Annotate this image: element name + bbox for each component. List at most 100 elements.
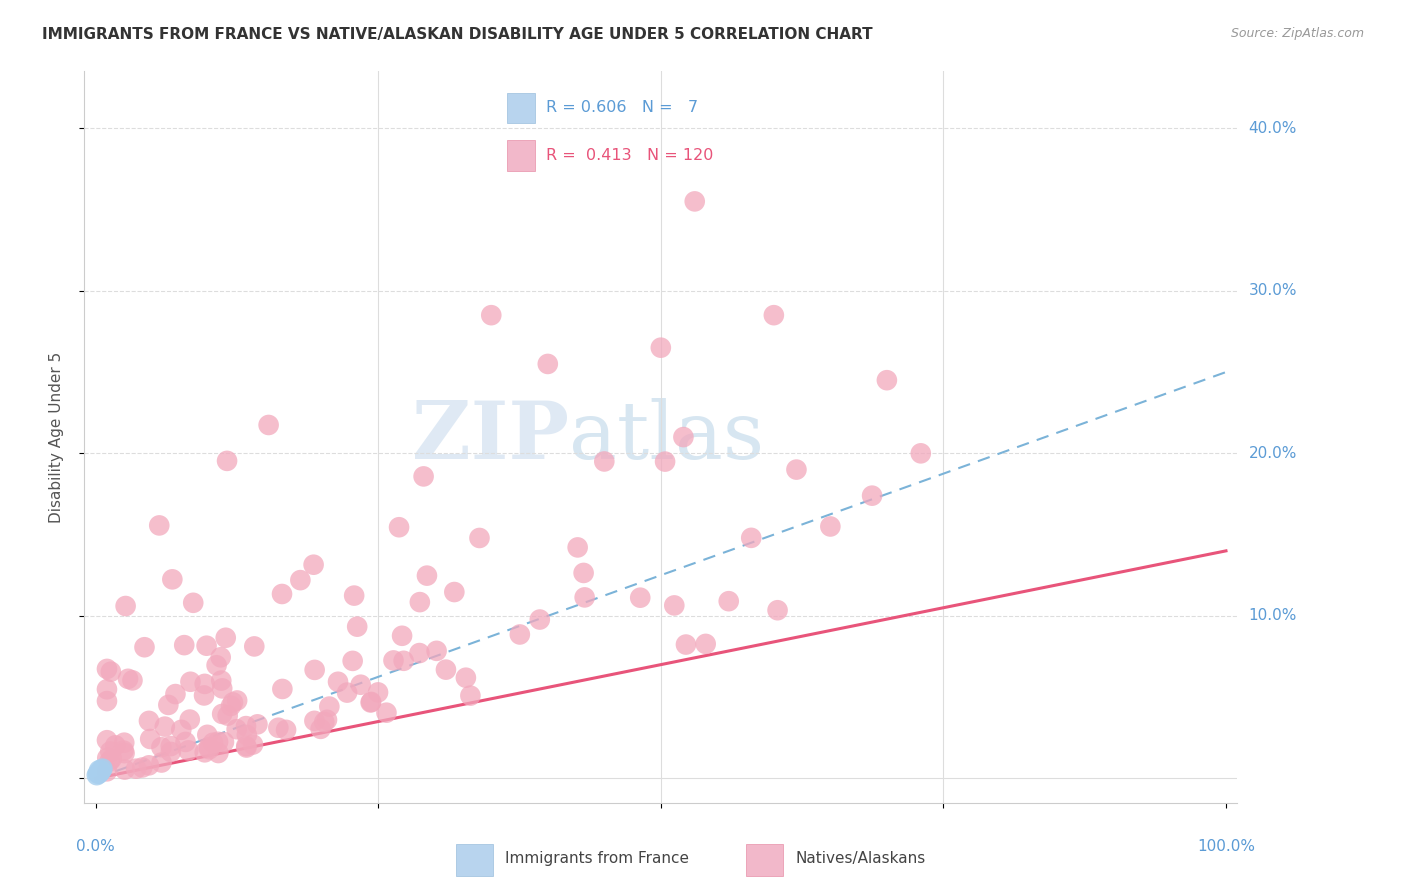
Point [460, 689, 482, 703]
Point [762, 308, 785, 322]
Point [207, 746, 229, 760]
Point [416, 568, 439, 582]
Text: atlas: atlas [568, 398, 763, 476]
Point [117, 672, 139, 686]
Point [509, 627, 531, 641]
Point [342, 654, 364, 668]
Point [267, 721, 290, 735]
Point [173, 638, 195, 652]
Point [391, 629, 413, 643]
Point [672, 430, 695, 444]
Point [198, 742, 221, 756]
Point [114, 746, 136, 760]
Point [412, 469, 434, 483]
Point [89, 764, 111, 779]
Text: 30.0%: 30.0% [1249, 284, 1296, 298]
Point [271, 587, 294, 601]
Point [346, 620, 368, 634]
Bar [508, 93, 534, 123]
Point [215, 454, 238, 468]
Point [205, 658, 228, 673]
Point [217, 708, 239, 723]
Point [382, 653, 405, 667]
Point [112, 736, 135, 750]
Point [664, 599, 686, 613]
Point [304, 663, 326, 677]
Point [628, 591, 651, 605]
Point [290, 573, 312, 587]
Point [96, 682, 118, 697]
Point [225, 722, 247, 736]
Text: 40.0%: 40.0% [1249, 120, 1296, 136]
Text: ZIP: ZIP [412, 398, 568, 476]
Text: 20.0%: 20.0% [1249, 446, 1296, 461]
Point [87, 766, 110, 780]
Point [179, 713, 201, 727]
Point [96, 751, 118, 765]
Point [336, 685, 359, 699]
Point [195, 639, 218, 653]
Point [114, 599, 136, 613]
Point [717, 594, 740, 608]
Bar [747, 844, 783, 876]
Point [235, 719, 257, 733]
Bar [508, 140, 534, 170]
Text: R = 0.606   N =   7: R = 0.606 N = 7 [546, 101, 697, 115]
Point [650, 341, 672, 355]
Point [574, 591, 596, 605]
Point [375, 706, 398, 720]
Point [226, 693, 249, 707]
Point [194, 745, 217, 759]
Point [101, 752, 124, 766]
Point [360, 695, 382, 709]
Point [314, 714, 336, 729]
Point [309, 722, 332, 736]
Point [343, 589, 366, 603]
Point [96, 764, 118, 779]
Point [165, 687, 187, 701]
Point [212, 735, 235, 749]
Point [157, 698, 180, 712]
Point [243, 640, 266, 654]
Point [177, 743, 200, 757]
Point [153, 720, 176, 734]
Point [174, 735, 197, 749]
Point [131, 760, 153, 774]
Point [479, 308, 502, 322]
Point [194, 677, 217, 691]
Text: R =  0.413   N = 120: R = 0.413 N = 120 [546, 148, 713, 162]
Point [138, 714, 160, 728]
Point [785, 462, 807, 476]
Point [257, 417, 280, 432]
Point [350, 678, 373, 692]
Point [408, 646, 430, 660]
Point [162, 572, 184, 586]
Point [443, 585, 465, 599]
Point [125, 762, 148, 776]
Point [876, 373, 898, 387]
Point [209, 650, 232, 665]
Point [150, 740, 173, 755]
Point [114, 763, 136, 777]
Point [740, 531, 762, 545]
Point [207, 735, 229, 749]
Point [215, 631, 238, 645]
Point [150, 756, 173, 770]
Point [96, 662, 118, 676]
Point [112, 743, 135, 757]
Point [96, 694, 118, 708]
Point [316, 713, 339, 727]
Point [98, 745, 121, 759]
Point [409, 595, 432, 609]
Text: Source: ZipAtlas.com: Source: ZipAtlas.com [1230, 27, 1364, 40]
Point [202, 736, 225, 750]
Point [567, 541, 589, 555]
Text: Immigrants from France: Immigrants from France [505, 851, 689, 866]
Point [537, 357, 560, 371]
Point [104, 739, 127, 753]
Point [98, 754, 121, 768]
Point [138, 758, 160, 772]
Text: 100.0%: 100.0% [1197, 838, 1256, 854]
Point [271, 681, 294, 696]
Point [96, 733, 118, 747]
